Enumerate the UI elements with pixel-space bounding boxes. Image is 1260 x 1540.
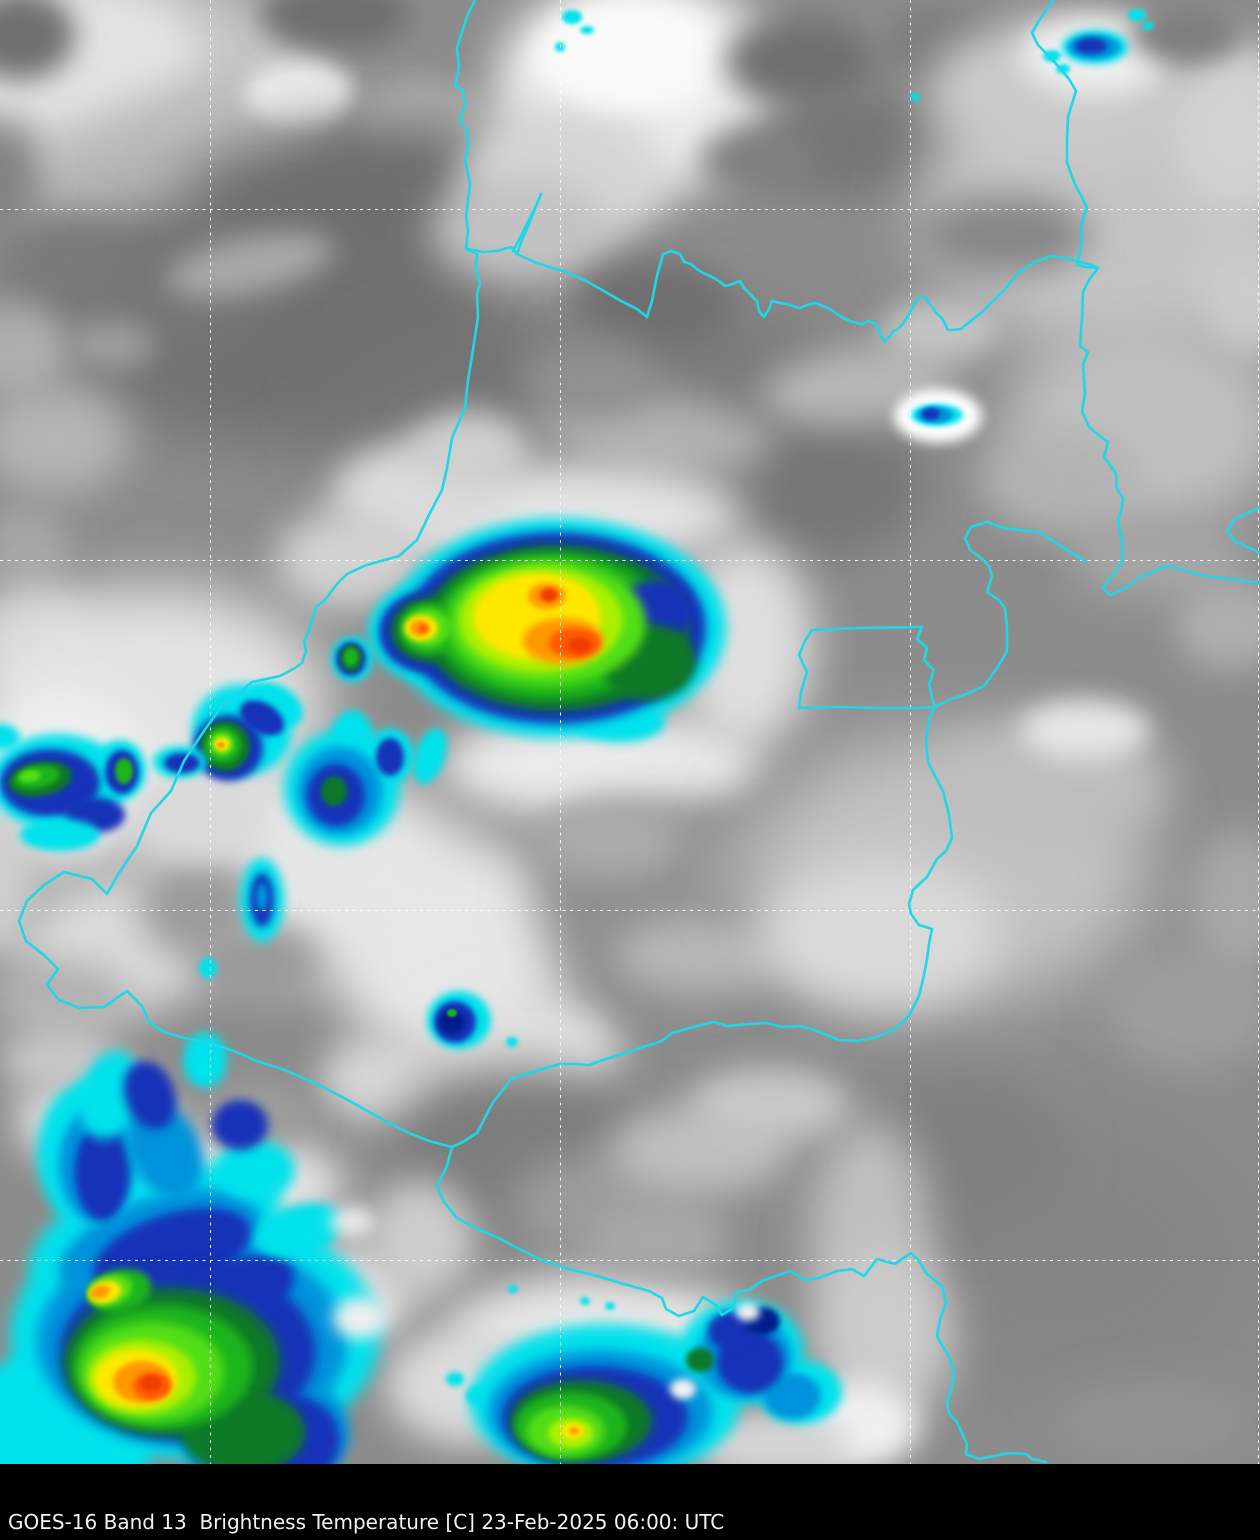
warm-gaps [330,1206,760,1399]
caption-text: GOES-16 Band 13 Brightness Temperature [… [8,1510,725,1534]
caption-bar: GOES-16 Band 13 Brightness Temperature [… [0,1464,1260,1540]
satellite-image [0,0,1260,1464]
latlon-grid [0,0,1260,1464]
country-borders [17,0,1260,1464]
enhanced-cold-cloud-tops [0,9,1154,1464]
satellite-scene [0,0,1260,1464]
